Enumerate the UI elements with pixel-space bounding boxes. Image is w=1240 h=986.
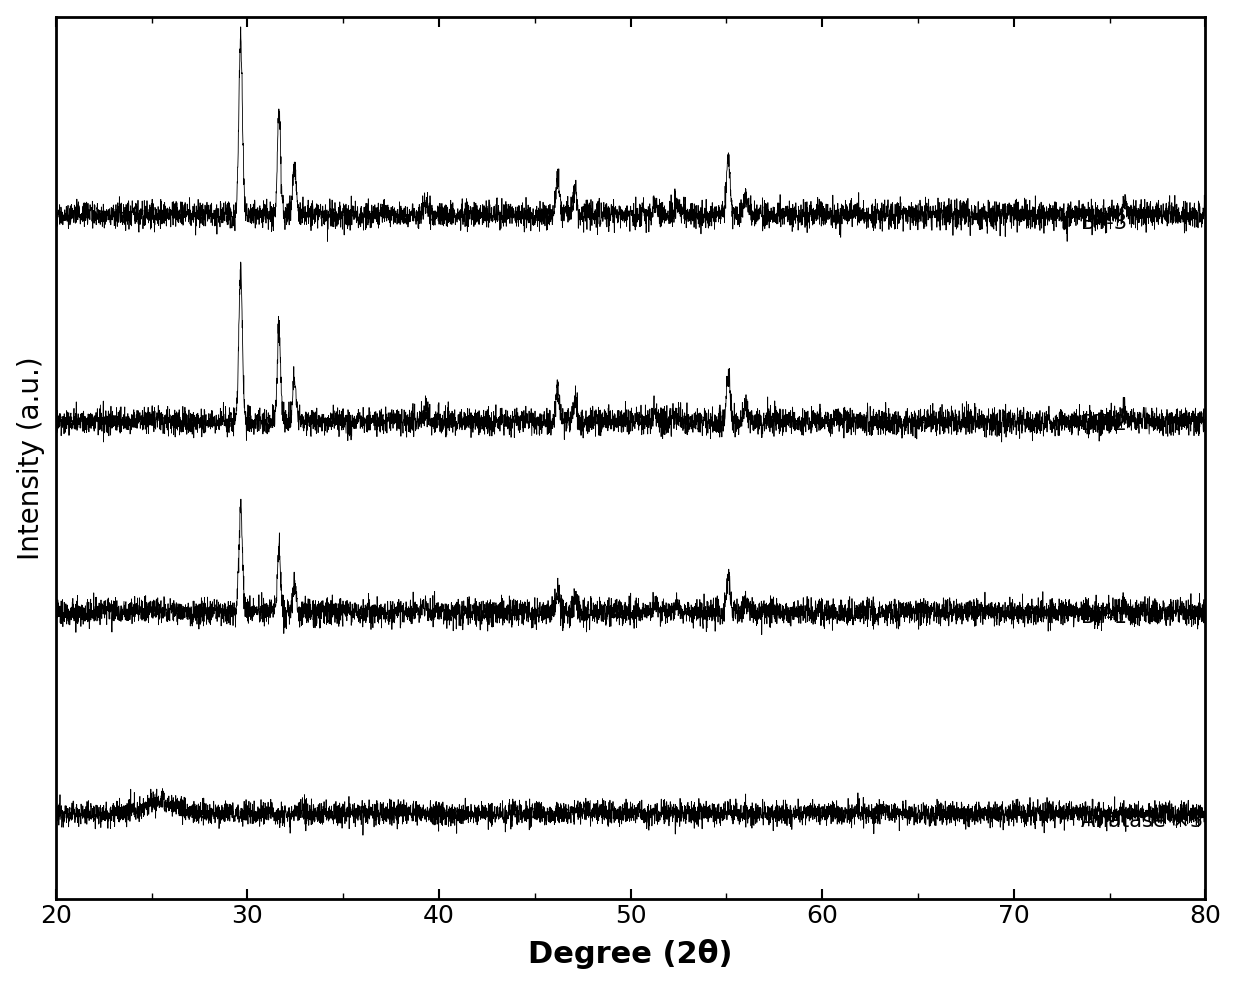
- Text: Anatase ×3: Anatase ×3: [1081, 811, 1203, 831]
- Text: BT-1: BT-1: [1081, 606, 1127, 626]
- Text: BT-3: BT-3: [1081, 213, 1127, 234]
- X-axis label: Degree (2θ): Degree (2θ): [528, 940, 733, 969]
- Text: BT-2: BT-2: [1081, 414, 1127, 434]
- Y-axis label: Intensity (a.u.): Intensity (a.u.): [16, 356, 45, 560]
